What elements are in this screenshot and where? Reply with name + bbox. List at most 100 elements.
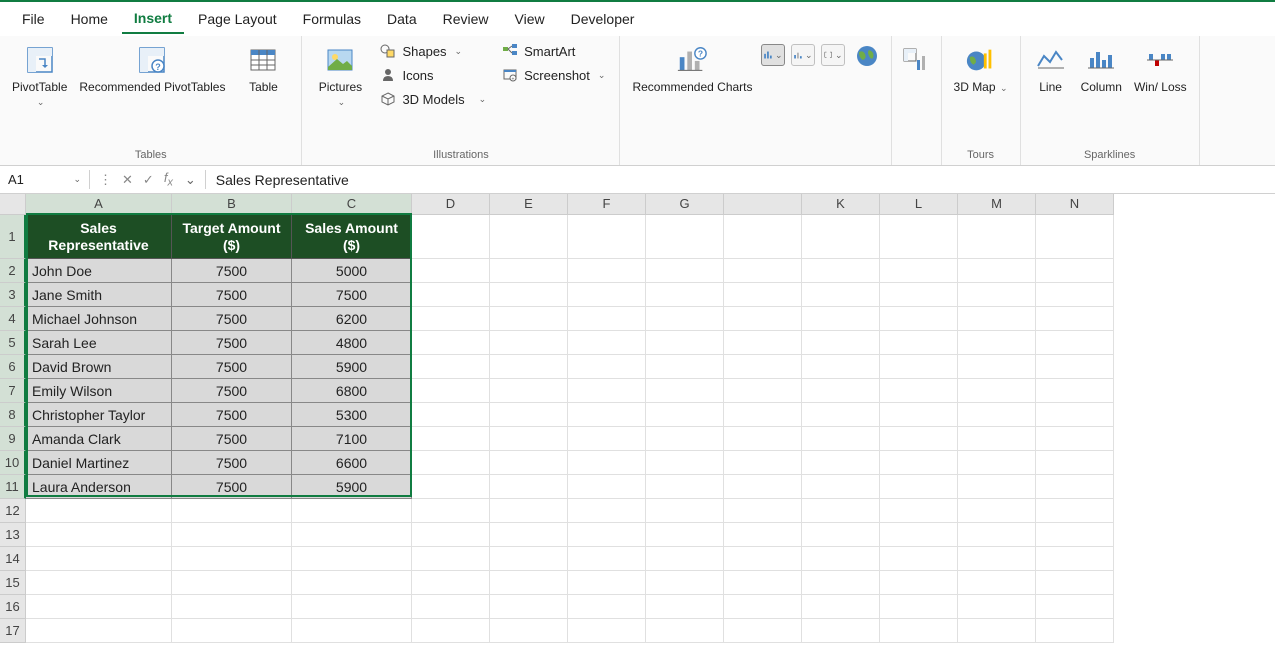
cell[interactable]: Michael Johnson xyxy=(26,307,172,331)
cell[interactable]: 7500 xyxy=(172,283,292,307)
cell[interactable] xyxy=(802,307,880,331)
cell[interactable] xyxy=(568,547,646,571)
cell[interactable] xyxy=(802,427,880,451)
cell[interactable] xyxy=(26,571,172,595)
cell[interactable] xyxy=(490,379,568,403)
cell[interactable] xyxy=(724,215,802,259)
cell[interactable] xyxy=(26,499,172,523)
cell[interactable] xyxy=(412,307,490,331)
row-header[interactable]: 13 xyxy=(0,523,26,547)
cell[interactable] xyxy=(490,619,568,643)
cell[interactable] xyxy=(802,571,880,595)
cell[interactable] xyxy=(568,331,646,355)
cell[interactable] xyxy=(172,571,292,595)
cell[interactable] xyxy=(646,595,724,619)
fx-icon[interactable]: fx xyxy=(161,170,176,189)
column-chart-dropdown-button[interactable]: ⌄ xyxy=(761,44,785,66)
cell[interactable] xyxy=(646,215,724,259)
spreadsheet-grid[interactable]: ABCDEFGKLMN1Sales RepresentativeTarget A… xyxy=(0,194,1275,643)
menu-developer[interactable]: Developer xyxy=(559,5,647,33)
cell[interactable] xyxy=(412,619,490,643)
cell[interactable] xyxy=(1036,307,1114,331)
screenshot-button[interactable]: + Screenshot⌄ xyxy=(496,64,611,86)
cell[interactable] xyxy=(802,523,880,547)
menu-review[interactable]: Review xyxy=(431,5,501,33)
cell[interactable] xyxy=(646,379,724,403)
cell[interactable] xyxy=(646,475,724,499)
cell[interactable] xyxy=(1036,403,1114,427)
cell[interactable] xyxy=(646,451,724,475)
hierarchy-chart-dropdown-button[interactable]: ⌄ xyxy=(821,44,845,66)
cell[interactable] xyxy=(172,499,292,523)
cell[interactable] xyxy=(646,283,724,307)
cell[interactable] xyxy=(1036,259,1114,283)
cell[interactable]: David Brown xyxy=(26,355,172,379)
menu-insert[interactable]: Insert xyxy=(122,4,184,34)
cell[interactable] xyxy=(646,547,724,571)
cell[interactable] xyxy=(880,331,958,355)
cell[interactable] xyxy=(412,523,490,547)
cell[interactable] xyxy=(1036,475,1114,499)
menu-page-layout[interactable]: Page Layout xyxy=(186,5,289,33)
row-header[interactable]: 6 xyxy=(0,355,26,379)
cell[interactable] xyxy=(880,547,958,571)
cell[interactable] xyxy=(724,283,802,307)
cell[interactable] xyxy=(490,427,568,451)
cell[interactable]: 5000 xyxy=(292,259,412,283)
cell[interactable] xyxy=(724,547,802,571)
sparkline-column-button[interactable]: Column xyxy=(1077,40,1126,98)
cell[interactable] xyxy=(880,307,958,331)
cell[interactable] xyxy=(1036,595,1114,619)
cell[interactable] xyxy=(292,595,412,619)
cell[interactable]: 6600 xyxy=(292,451,412,475)
cell[interactable] xyxy=(724,379,802,403)
cell[interactable] xyxy=(490,451,568,475)
cell[interactable] xyxy=(292,619,412,643)
icons-button[interactable]: Icons xyxy=(374,64,492,86)
cell[interactable] xyxy=(958,451,1036,475)
cell[interactable] xyxy=(412,451,490,475)
cell[interactable]: 7500 xyxy=(172,307,292,331)
cell[interactable] xyxy=(568,499,646,523)
cell[interactable] xyxy=(1036,451,1114,475)
cell[interactable]: 6200 xyxy=(292,307,412,331)
cell[interactable]: Christopher Taylor xyxy=(26,403,172,427)
cell[interactable]: 5300 xyxy=(292,403,412,427)
cell[interactable] xyxy=(646,619,724,643)
cell[interactable] xyxy=(26,523,172,547)
line-chart-dropdown-button[interactable]: ⌄ xyxy=(791,44,815,66)
row-header[interactable]: 16 xyxy=(0,595,26,619)
cell[interactable] xyxy=(880,283,958,307)
cell[interactable] xyxy=(724,307,802,331)
cell[interactable] xyxy=(490,331,568,355)
row-header[interactable]: 8 xyxy=(0,403,26,427)
cell[interactable] xyxy=(490,403,568,427)
col-header[interactable]: E xyxy=(490,194,568,215)
cell[interactable] xyxy=(880,259,958,283)
cell[interactable] xyxy=(646,355,724,379)
cancel-icon[interactable]: ✕ xyxy=(119,172,136,188)
cell[interactable]: Jane Smith xyxy=(26,283,172,307)
cell[interactable] xyxy=(412,595,490,619)
cell[interactable] xyxy=(958,307,1036,331)
cell[interactable] xyxy=(1036,619,1114,643)
cell[interactable] xyxy=(802,451,880,475)
cell[interactable] xyxy=(880,427,958,451)
row-header[interactable]: 17 xyxy=(0,619,26,643)
sparkline-winloss-button[interactable]: Win/ Loss xyxy=(1130,40,1191,98)
cell[interactable] xyxy=(490,547,568,571)
cell[interactable] xyxy=(1036,571,1114,595)
cell[interactable] xyxy=(172,595,292,619)
col-header[interactable]: L xyxy=(880,194,958,215)
cell[interactable] xyxy=(958,355,1036,379)
cell[interactable] xyxy=(412,475,490,499)
cell[interactable] xyxy=(802,331,880,355)
select-all-corner[interactable] xyxy=(0,194,26,215)
cell[interactable] xyxy=(490,307,568,331)
cell[interactable] xyxy=(568,379,646,403)
cell[interactable] xyxy=(724,523,802,547)
col-header[interactable]: N xyxy=(1036,194,1114,215)
cell[interactable] xyxy=(724,499,802,523)
cell[interactable]: Sarah Lee xyxy=(26,331,172,355)
cell[interactable]: 7500 xyxy=(292,283,412,307)
